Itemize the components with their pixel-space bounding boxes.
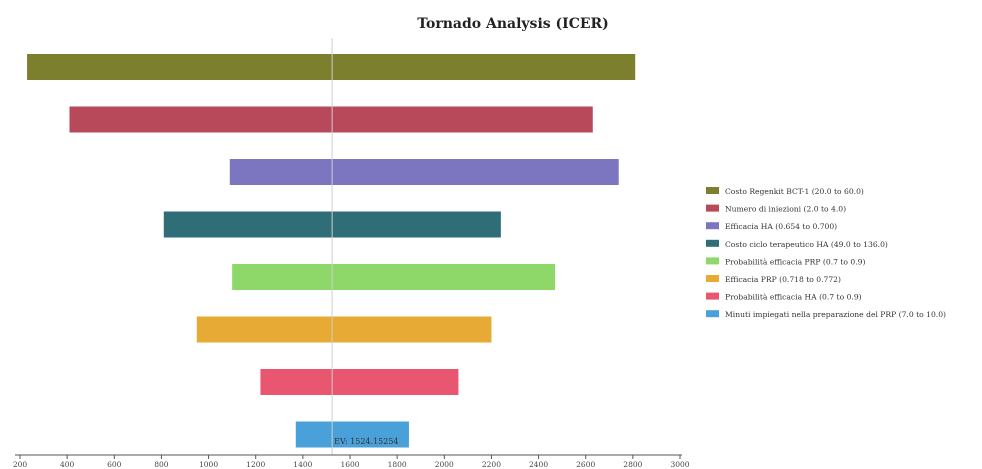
x-tick-label: 400	[60, 460, 75, 469]
legend-swatch	[706, 222, 719, 230]
x-tick-label: 1600	[340, 460, 359, 469]
legend-entry: Numero di iniezioni (2.0 to 4.0)	[725, 205, 846, 214]
legend-entry: Efficacia HA (0.654 to 0.700)	[725, 222, 837, 231]
x-tick-label: 1400	[293, 460, 312, 469]
legend-entry: Costo ciclo terapeutico HA (49.0 to 136.…	[725, 240, 888, 249]
x-tick-label: 600	[107, 460, 122, 469]
tornado-bar	[27, 54, 636, 80]
tornado-bar	[232, 264, 556, 290]
legend-entry: Efficacia PRP (0.718 to 0.772)	[725, 275, 841, 284]
tornado-bar	[229, 159, 619, 185]
x-tick-label: 200	[13, 460, 28, 469]
legend-swatch	[706, 275, 719, 282]
x-tick-label: 3000	[670, 460, 689, 469]
x-axis: 200 400 600 800 1000 1200 1400 1600 1800 2000 2200…	[13, 454, 690, 469]
legend-swatch	[706, 310, 719, 318]
x-tick-label: 2600	[576, 460, 595, 469]
x-tick-label: 1200	[246, 460, 265, 469]
legend-swatch	[706, 257, 719, 265]
x-tick-label: 2400	[529, 460, 548, 469]
x-tick-label: 2000	[435, 460, 454, 469]
chart-title: Tornado Analysis (ICER)	[417, 16, 609, 32]
tornado-bar	[295, 421, 409, 448]
legend-swatch	[706, 292, 719, 300]
legend-entry: Costo Regenkit BCT-1 (20.0 to 60.0)	[725, 187, 864, 196]
x-tick-label: 1000	[199, 460, 218, 469]
legend: Costo Regenkit BCT-1 (20.0 to 60.0) Numer…	[706, 187, 946, 319]
tornado-bar	[69, 106, 593, 133]
tornado-bar	[196, 316, 492, 343]
legend-entry: Probabilità efficacia PRP (0.7 to 0.9)	[725, 257, 865, 266]
legend-swatch	[706, 187, 719, 194]
x-tick-label: 1800	[388, 460, 407, 469]
x-tick-label: 2200	[482, 460, 501, 469]
legend-swatch	[706, 239, 719, 247]
tornado-bar	[260, 369, 459, 395]
x-tick-label: 800	[154, 460, 169, 469]
legend-swatch	[706, 204, 719, 212]
x-tick-label: 2800	[623, 460, 642, 469]
ev-label: EV: 1524.15254	[334, 437, 398, 446]
legend-entry: Minuti impiegati nella preparazione del …	[725, 310, 946, 319]
legend-entry: Probabilità efficacia HA (0.7 to 0.9)	[725, 293, 862, 302]
bars-group	[27, 54, 636, 448]
